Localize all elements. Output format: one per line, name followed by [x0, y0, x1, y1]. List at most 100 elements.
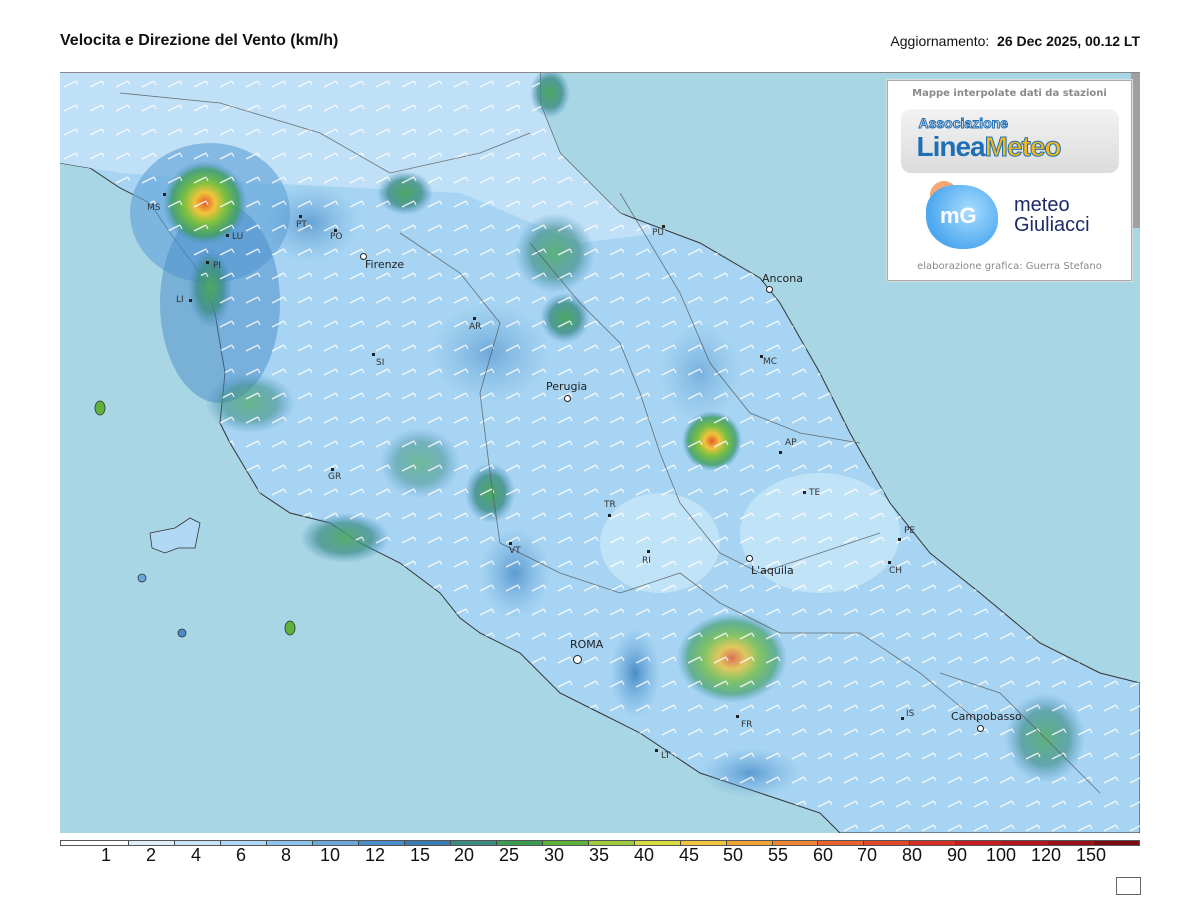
city-label-pe: PE	[904, 526, 916, 536]
city-marker-pe	[898, 538, 901, 541]
city-marker-ap	[779, 451, 782, 454]
lineameteo-assoc-text: Associazione	[918, 115, 1008, 132]
colorbar-bin	[542, 841, 589, 845]
colorbar-bin	[61, 841, 130, 845]
colorbar-bin	[1002, 841, 1049, 845]
colorbar-bin	[267, 841, 314, 845]
logo-panel-header: Mappe interpolate dati da stazioni	[912, 88, 1107, 99]
colorbar-tick: 10	[319, 845, 341, 865]
colorbar-bin	[910, 841, 957, 845]
city-label-pt: PT	[296, 220, 307, 230]
city-marker-lt	[655, 749, 658, 752]
city-label-campobasso: Campobasso	[951, 710, 1022, 723]
colorbar-tick: 60	[812, 845, 834, 865]
city-marker-ancona	[766, 286, 773, 293]
colorbar-ticks: 1 2 4 6 8 10 12 15 20 25 30 35 40 45 50 …	[60, 845, 1140, 869]
colorbar-tick: 12	[364, 845, 386, 865]
city-marker-firenze	[360, 253, 367, 260]
colorbar-tick: 90	[946, 845, 968, 865]
city-label-perugia: Perugia	[546, 380, 588, 393]
colorbar-bin	[313, 841, 360, 845]
city-marker-lu	[226, 234, 229, 237]
lineameteo-linea: Linea	[916, 131, 986, 162]
city-label-lt: LT	[661, 751, 671, 761]
city-label-is: IS	[906, 709, 915, 719]
city-label-pu: PU	[652, 228, 665, 238]
city-marker-is	[901, 717, 904, 720]
colorbar-tick: 20	[453, 845, 475, 865]
colorbar-bin	[956, 841, 1003, 845]
city-label-ap: AP	[785, 438, 797, 448]
colorbar-tick: 30	[543, 845, 565, 865]
map-edge-strip	[1131, 73, 1140, 228]
colorbar-tick: 50	[722, 845, 744, 865]
city-label-ri: RI	[642, 556, 651, 566]
colorbar-tick: 1	[100, 845, 112, 865]
update-timestamp: Aggiornamento: 26 Dec 2025, 00.12 LT	[890, 33, 1140, 49]
map-layer	[60, 73, 1140, 833]
city-label-po: PO	[330, 232, 343, 242]
colorbar-bin	[726, 841, 773, 845]
colorbar	[60, 840, 1140, 846]
colorbar-bin	[634, 841, 681, 845]
city-label-pi: PI	[213, 261, 222, 271]
city-marker-pi	[206, 261, 209, 264]
cloud-icon	[926, 185, 998, 249]
colorbar-tick: 8	[280, 845, 292, 865]
city-label-ms: MS	[147, 203, 161, 213]
city-marker-ar	[473, 317, 476, 320]
city-marker-li	[189, 299, 192, 302]
colorbar-bin	[405, 841, 451, 845]
colorbar-tick: 15	[409, 845, 431, 865]
lineameteo-logo: Associazione LineaMeteo	[900, 109, 1119, 173]
city-marker-gr	[331, 468, 334, 471]
colorbar-bin	[1048, 841, 1095, 845]
city-marker-pt	[299, 215, 302, 218]
city-marker-po	[334, 229, 337, 232]
city-label-te: TE	[809, 488, 821, 498]
city-label-li: LI	[176, 295, 184, 305]
city-label-ch: CH	[889, 566, 903, 576]
map-title: Velocita e Direzione del Vento (km/h)	[60, 32, 339, 49]
city-marker-campobasso	[977, 725, 984, 732]
city-marker-ms	[163, 193, 166, 196]
colorbar-tick: 100	[985, 845, 1017, 865]
colorbar-tick: 80	[901, 845, 923, 865]
colorbar-bin	[450, 841, 497, 845]
colorbar-bin	[175, 841, 222, 845]
colorbar-bin	[818, 841, 865, 845]
lineameteo-meteo: Meteo	[984, 131, 1062, 163]
colorbar-tick: 120	[1030, 845, 1062, 865]
update-value: 26 Dec 2025, 00.12 LT	[997, 33, 1140, 49]
city-label-lu: LU	[232, 232, 244, 242]
city-marker-ch	[888, 561, 891, 564]
meteogiuliacci-logo: mG meteo Giuliacci	[888, 181, 1131, 257]
city-label-ar: AR	[469, 322, 482, 332]
lineameteo-wordmark: LineaMeteo	[916, 131, 1063, 163]
city-marker-laquila	[746, 555, 753, 562]
colorbar-tick: 35	[588, 845, 610, 865]
toggle-box[interactable]	[1116, 877, 1141, 895]
city-label-tr: TR	[604, 500, 616, 510]
colorbar-tick: 55	[767, 845, 789, 865]
meteogiuliacci-line1: meteo	[1014, 194, 1070, 216]
colorbar-bin	[129, 841, 176, 845]
city-label-firenze: Firenze	[365, 258, 405, 271]
colorbar-bin	[496, 841, 543, 845]
colorbar-bin	[864, 841, 911, 845]
city-marker-si	[372, 353, 375, 356]
colorbar-tick: 70	[856, 845, 878, 865]
city-label-ancona: Ancona	[762, 272, 803, 285]
city-marker-vt	[509, 542, 512, 545]
colorbar-tick: 45	[678, 845, 700, 865]
colorbar-bin	[588, 841, 635, 845]
city-marker-ri	[647, 550, 650, 553]
city-label-si: SI	[376, 358, 385, 368]
city-label-vt: VT	[509, 546, 521, 556]
colorbar-bin	[680, 841, 727, 845]
mg-mark: mG	[940, 203, 977, 228]
graphics-credit: elaborazione grafica: Guerra Stefano	[917, 261, 1102, 272]
city-label-mc: MC	[763, 357, 778, 367]
city-marker-perugia	[564, 395, 571, 402]
city-marker-fr	[736, 715, 739, 718]
